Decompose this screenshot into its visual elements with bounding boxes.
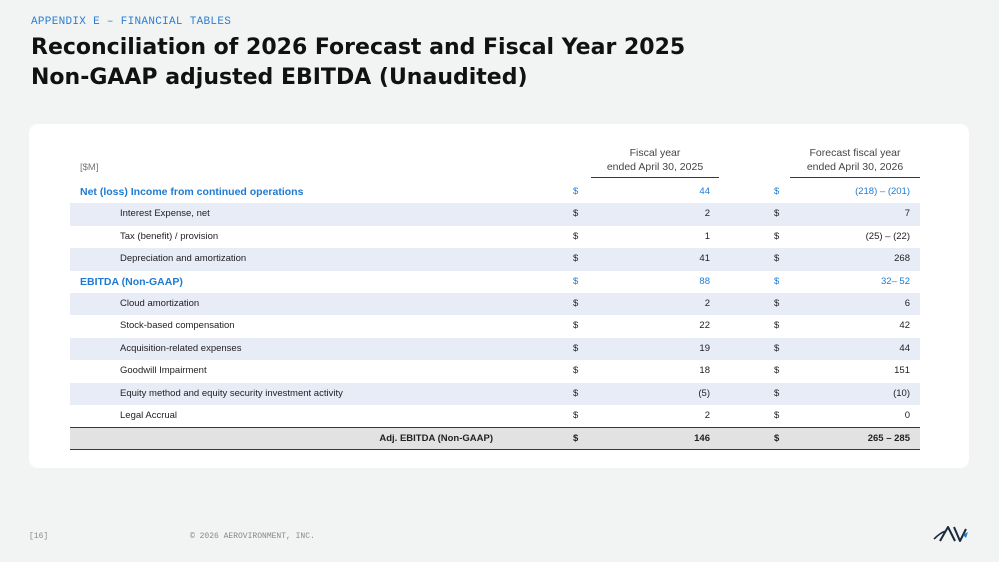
table-header: [$M] Fiscal year ended April 30, 2025 Fo… (70, 124, 920, 181)
title-line-1: Reconciliation of 2026 Forecast and Fisc… (31, 35, 686, 60)
currency-symbol: $ (774, 409, 780, 421)
column-header-forecast-line1: Forecast fiscal year (809, 147, 901, 159)
row-label: Cloud amortization (120, 297, 200, 309)
table-row: Interest Expense, net $ 2 $ 7 (70, 203, 920, 226)
currency-symbol: $ (774, 253, 780, 265)
table-row: Goodwill Impairment $ 18 $ 151 (70, 360, 920, 382)
table-row: Cloud amortization $ 2 $ 6 (70, 292, 920, 316)
table-row: Stock-based compensation $ 22 $ 42 (70, 315, 920, 337)
row-label: EBITDA (Non-GAAP) (80, 275, 183, 288)
value-fy2025: 41 (699, 253, 710, 265)
currency-symbol: $ (573, 433, 579, 445)
currency-symbol: $ (774, 365, 780, 377)
currency-symbol: $ (774, 208, 780, 220)
value-forecast-2026: (218) – (201) (855, 186, 910, 197)
value-forecast-2026: 0 (904, 409, 910, 421)
appendix-label: APPENDIX E – FINANCIAL TABLES (31, 16, 232, 28)
column-header-fy2025: Fiscal year ended April 30, 2025 (591, 146, 719, 178)
currency-symbol: $ (774, 297, 780, 309)
currency-symbol: $ (573, 342, 579, 354)
currency-symbol: $ (774, 320, 780, 332)
value-fy2025: 44 (699, 186, 710, 197)
currency-symbol: $ (774, 387, 780, 399)
currency-symbol: $ (573, 275, 579, 287)
row-label: Depreciation and amortization (120, 253, 247, 265)
table-row: EBITDA (Non-GAAP) $ 88 $ 32– 52 (70, 271, 920, 293)
currency-symbol: $ (774, 275, 780, 287)
row-label: Stock-based compensation (120, 320, 235, 332)
value-forecast-2026: 268 (894, 253, 910, 265)
total-fy2025: 146 (694, 433, 710, 445)
page-number: [16] (29, 532, 49, 541)
value-fy2025: 2 (704, 409, 710, 421)
currency-symbol: $ (774, 342, 780, 354)
total-forecast-2026: 265 – 285 (867, 433, 910, 445)
column-header-forecast-line2: ended April 30, 2026 (806, 161, 904, 173)
currency-symbol: $ (573, 230, 579, 242)
value-fy2025: 1 (704, 230, 710, 242)
currency-symbol: $ (573, 208, 579, 220)
value-forecast-2026: 151 (894, 365, 910, 377)
currency-symbol: $ (573, 387, 579, 399)
table-row: Acquisition-related expenses $ 19 $ 44 (70, 337, 920, 361)
column-header-fy2025-line1: Fiscal year (629, 147, 681, 159)
row-label: Goodwill Impairment (120, 365, 207, 377)
currency-symbol: $ (573, 365, 579, 377)
value-forecast-2026: 42 (899, 320, 910, 332)
currency-symbol: $ (774, 186, 780, 197)
row-label: Acquisition-related expenses (120, 342, 242, 354)
table-row: Net (loss) Income from continued operati… (70, 181, 920, 203)
value-forecast-2026: (10) (893, 387, 910, 399)
copyright: © 2026 AEROVIRONMENT, INC. (190, 532, 315, 541)
row-label: Legal Accrual (120, 409, 178, 421)
table-row: Equity method and equity security invest… (70, 382, 920, 405)
value-forecast-2026: 44 (899, 342, 910, 354)
currency-symbol: $ (573, 409, 579, 421)
row-label: Net (loss) Income from continued operati… (80, 186, 304, 198)
row-label: Equity method and equity security invest… (120, 387, 343, 399)
total-label: Adj. EBITDA (Non-GAAP) (379, 433, 493, 445)
row-label: Interest Expense, net (120, 208, 210, 220)
page-title: Reconciliation of 2026 Forecast and Fisc… (31, 33, 685, 93)
value-fy2025: (5) (698, 387, 710, 399)
aerovironment-logo-icon (933, 526, 968, 542)
financial-table: [$M] Fiscal year ended April 30, 2025 Fo… (70, 124, 920, 451)
currency-symbol: $ (774, 230, 780, 242)
total-row: Adj. EBITDA (Non-GAAP) $ 146 $ 265 – 285 (70, 427, 920, 451)
currency-symbol: $ (573, 186, 579, 197)
value-fy2025: 19 (699, 342, 710, 354)
currency-symbol: $ (573, 320, 579, 332)
value-fy2025: 2 (704, 297, 710, 309)
value-forecast-2026: 32– 52 (880, 275, 910, 287)
unit-label: [$M] (80, 162, 99, 173)
value-forecast-2026: 7 (904, 208, 910, 220)
currency-symbol: $ (774, 433, 780, 445)
value-fy2025: 22 (699, 320, 710, 332)
column-header-fy2025-line2: ended April 30, 2025 (606, 161, 704, 173)
table-card: [$M] Fiscal year ended April 30, 2025 Fo… (29, 124, 969, 468)
value-fy2025: 2 (704, 208, 710, 220)
value-forecast-2026: (25) – (22) (865, 230, 910, 242)
value-fy2025: 88 (699, 275, 710, 287)
column-header-forecast-2026: Forecast fiscal year ended April 30, 202… (790, 146, 920, 178)
currency-symbol: $ (573, 297, 579, 309)
currency-symbol: $ (573, 253, 579, 265)
table-row: Legal Accrual $ 2 $ 0 (70, 405, 920, 427)
value-forecast-2026: 6 (904, 297, 910, 309)
title-line-2: Non-GAAP adjusted EBITDA (Unaudited) (31, 65, 528, 90)
table-row: Tax (benefit) / provision $ 1 $ (25) – (… (70, 226, 920, 248)
value-fy2025: 18 (699, 365, 710, 377)
table-row: Depreciation and amortization $ 41 $ 268 (70, 248, 920, 271)
row-label: Tax (benefit) / provision (120, 230, 219, 242)
